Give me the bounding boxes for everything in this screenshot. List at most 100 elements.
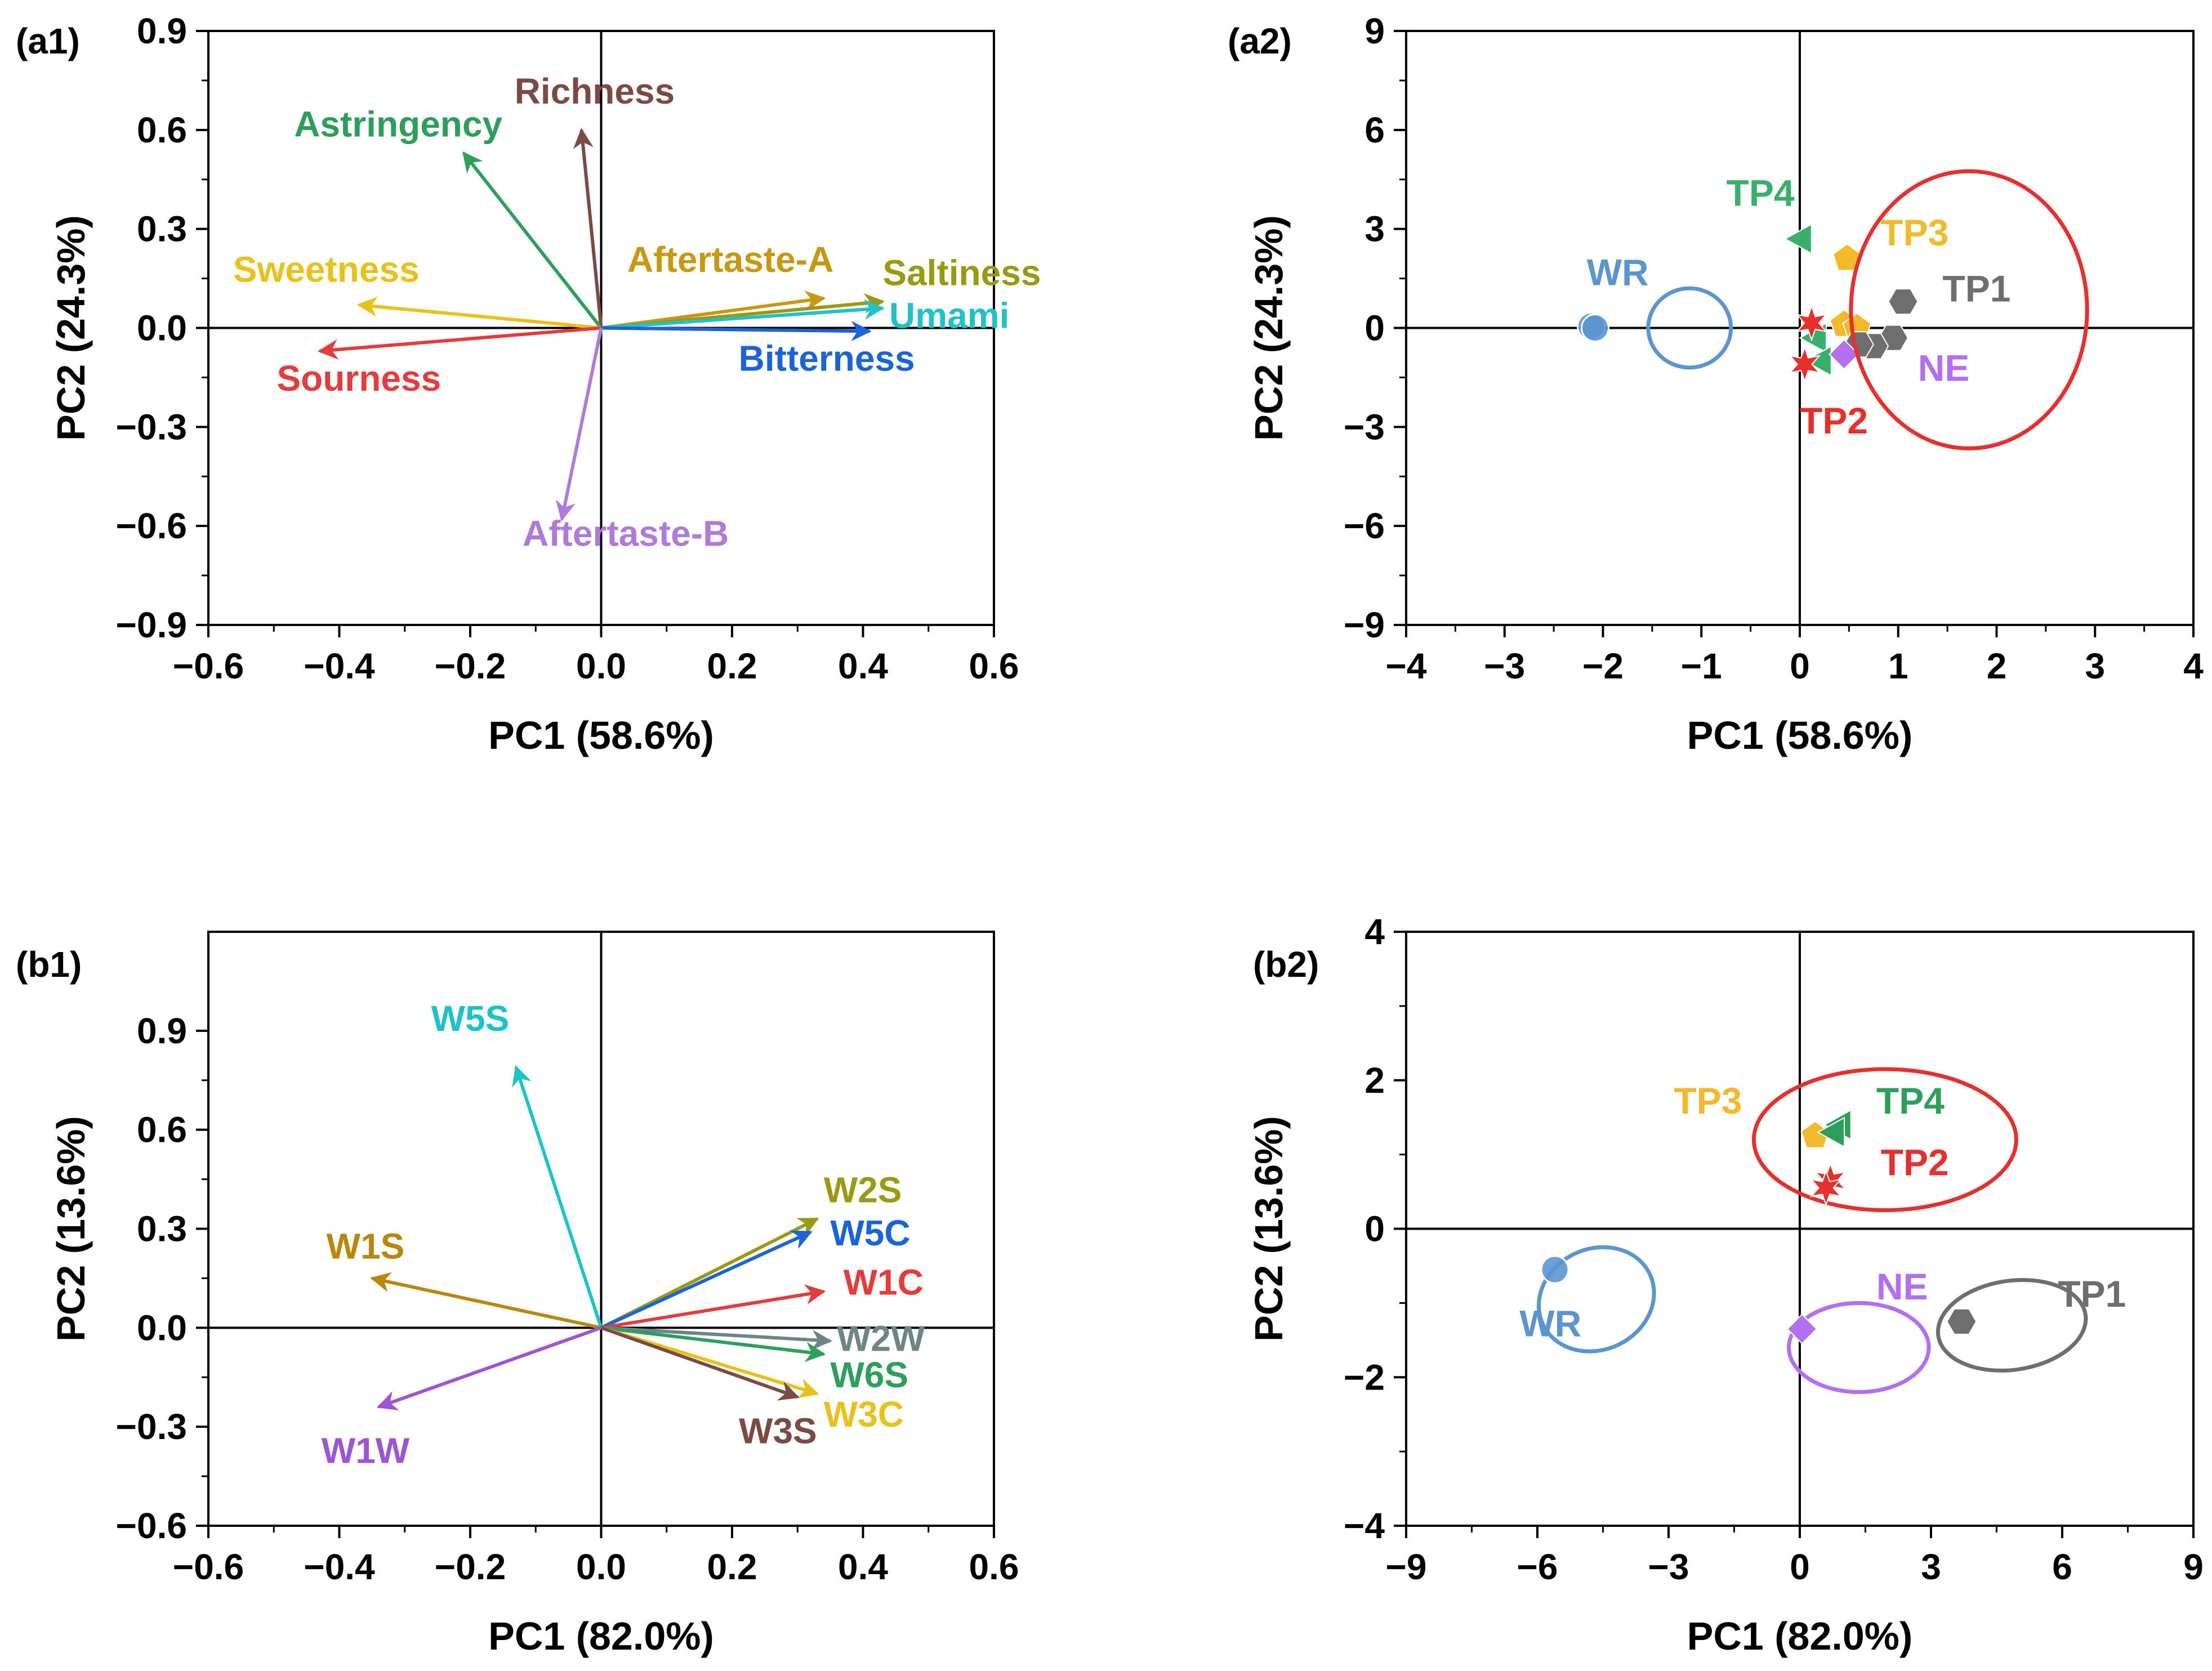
loading-label-w3s: W3S (739, 1410, 817, 1451)
x-tick-label: 0.6 (969, 646, 1019, 686)
series-label-wr: WR (1519, 1303, 1581, 1344)
y-tick-label: 0.3 (137, 209, 187, 249)
y-tick-label: 3 (1364, 209, 1385, 249)
panel-label-a1: (a1) (16, 21, 80, 61)
y-tick-label: 6 (1364, 110, 1385, 150)
y-axis-title: PC2 (24.3%) (1247, 215, 1291, 441)
data-point-ne (1786, 1313, 1818, 1344)
series-label-tp1: TP1 (1942, 268, 2010, 310)
series-label-tp4: TP4 (1727, 172, 1795, 214)
x-tick-label: 1 (1888, 646, 1908, 686)
x-tick-label: 0.4 (838, 646, 888, 686)
loading-label-w1c: W1C (844, 1262, 924, 1303)
loading-arrow-astringency (462, 151, 603, 329)
confidence-ellipse-tp1 (1936, 1277, 2088, 1373)
y-tick-label: −0.9 (116, 605, 187, 645)
data-point-tp2 (1814, 1161, 1847, 1199)
loading-arrow-w1c (601, 1284, 826, 1330)
loading-label-w5c: W5C (830, 1213, 910, 1253)
x-tick-label: −0.6 (173, 646, 244, 686)
loading-arrow-richness (573, 128, 603, 328)
y-axis-title: PC2 (13.6%) (1247, 1116, 1291, 1342)
confidence-ellipse-ne (1787, 1301, 1931, 1395)
y-tick-label: 0.9 (137, 11, 187, 51)
y-tick-label: −4 (1344, 1505, 1385, 1546)
loading-label-w2s: W2S (824, 1170, 902, 1210)
x-tick-label: 9 (2183, 1547, 2204, 1587)
x-axis-title: PC1 (82.0%) (1687, 1614, 1913, 1658)
x-tick-label: 0.0 (576, 646, 626, 686)
panel-label-b2: (b2) (1253, 944, 1319, 985)
data-point-tp1 (1946, 1308, 1977, 1335)
series-label-tp2: TP2 (1800, 400, 1868, 441)
data-point-tp2 (1789, 346, 1821, 383)
confidence-ellipse-wr (1646, 286, 1733, 370)
loading-label-aftertaste-a: Aftertaste-A (627, 239, 833, 280)
series-label-ne: NE (1876, 1266, 1928, 1307)
y-axis-title: PC2 (24.3%) (49, 215, 93, 441)
data-point-ne (1829, 338, 1860, 370)
x-tick-label: 0.2 (707, 646, 757, 686)
x-axis-title: PC1 (58.6%) (1687, 713, 1913, 757)
y-tick-label: −9 (1344, 605, 1385, 645)
loading-arrow-w5c (600, 1230, 813, 1330)
loading-label-w3c: W3C (824, 1394, 904, 1435)
x-tick-label: 4 (2183, 646, 2204, 686)
series-label-tp3: TP3 (1880, 212, 1948, 253)
x-axis-title: PC1 (58.6%) (488, 713, 714, 757)
series-label-wr: WR (1587, 251, 1649, 293)
panel-label-b1: (b1) (16, 944, 82, 985)
panel-b1: (b1) −0.6 −0.4 −0.2 0.0 0.2 0.4 0.6 −0.6 −0.3 0.0 0… (16, 931, 1019, 1658)
y-tick-label: 0.3 (137, 1209, 187, 1249)
loading-arrow-w3s (600, 1326, 800, 1401)
loading-arrow-w5s (512, 1065, 603, 1329)
loading-label-aftertaste-b: Aftertaste-B (523, 513, 729, 553)
x-tick-label: −9 (1386, 1547, 1427, 1587)
y-tick-label: 0.6 (137, 110, 187, 150)
data-point-tp3 (1832, 243, 1862, 271)
x-tick-label: −3 (1484, 646, 1525, 686)
x-axis-title: PC1 (82.0%) (488, 1614, 714, 1658)
panel-label-a2: (a2) (1228, 21, 1292, 61)
y-tick-label: 2 (1364, 1060, 1385, 1101)
loading-arrow-w1w (376, 1326, 602, 1411)
series-label-ne: NE (1918, 347, 1970, 388)
x-tick-label: −0.4 (304, 646, 375, 686)
y-tick-label: −0.3 (116, 1406, 187, 1447)
loading-arrow-sourness (318, 326, 601, 360)
loading-arrow-bitterness (601, 320, 872, 341)
y-tick-label: −0.6 (116, 1505, 187, 1546)
data-point-tp4 (1803, 345, 1832, 377)
x-tick-label: −6 (1517, 1547, 1558, 1587)
loading-label-w5s: W5S (431, 998, 510, 1039)
data-point-tp4 (1817, 1116, 1845, 1148)
x-tick-label: 0.6 (969, 1547, 1019, 1587)
panel-a1: (a1)−0.6 −0.4 −0.2 0.0 0.2 0.4 0.6−0.9−0.6−0.3… (16, 11, 1041, 757)
x-tick-label: 3 (1921, 1547, 1941, 1587)
x-tick-label: −0.2 (435, 1547, 506, 1587)
loading-arrow-w2w (601, 1326, 832, 1350)
panel-b2: (b2) −9 −6 −3 0 3 6 9 −4 −2 0 2 4 PC1 (82.0%) PC2 (13.… (1247, 912, 2204, 1658)
loading-label-richness: Richness (515, 71, 675, 111)
loading-label-w1s: W1S (327, 1226, 405, 1266)
loading-label-sourness: Sourness (277, 358, 441, 399)
x-tick-label: −1 (1681, 646, 1722, 686)
confidence-ellipse-wr (1537, 1245, 1656, 1353)
series-label-tp4: TP4 (1876, 1080, 1945, 1122)
y-tick-label: 0.0 (137, 308, 187, 349)
y-tick-label: 0.0 (137, 1307, 187, 1348)
loading-label-w2w: W2W (837, 1318, 925, 1359)
y-tick-label: −3 (1344, 406, 1385, 447)
data-point-tp4 (1783, 223, 1812, 254)
x-tick-label: −0.2 (435, 646, 506, 686)
x-tick-label: −2 (1582, 646, 1624, 686)
x-tick-label: 0 (1790, 646, 1810, 686)
panel-a2: (a2) −4 −3 −2 −1 0 1 2 3 4 −9 −6 −3 0 3 6 9 PC1 (58.6%) PC… (1228, 11, 2204, 757)
x-tick-label: 0.2 (707, 1547, 757, 1587)
loading-label-sweetness: Sweetness (233, 249, 420, 289)
series-label-tp1: TP1 (2058, 1273, 2126, 1315)
confidence-ellipse-tp2 (1751, 1067, 2018, 1213)
loading-arrow-sweetness (356, 296, 601, 330)
series-label-tp3: TP3 (1674, 1080, 1742, 1122)
